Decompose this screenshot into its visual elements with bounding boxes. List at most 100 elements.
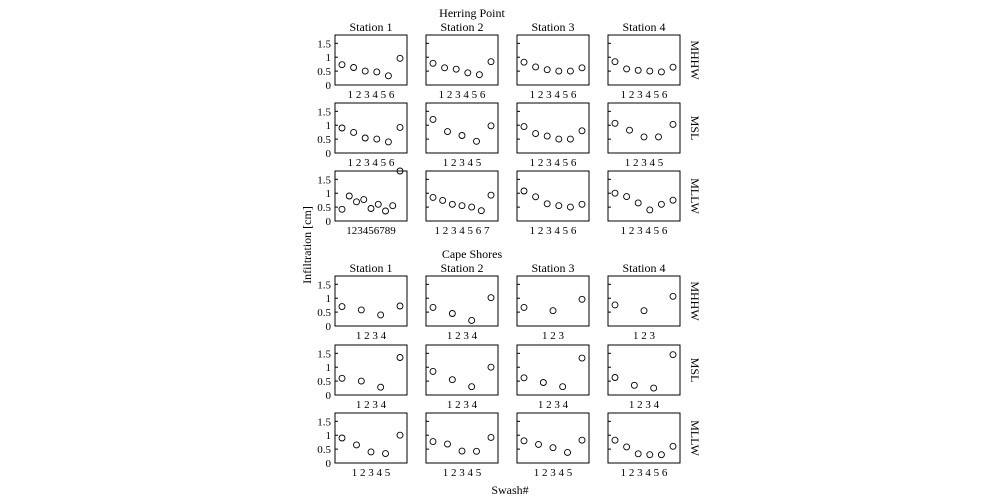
data-point xyxy=(543,132,551,140)
data-point xyxy=(669,63,677,71)
data-point xyxy=(669,442,677,450)
data-point xyxy=(657,68,665,76)
column-title: Station 1 xyxy=(349,261,392,275)
panel-frame xyxy=(334,344,408,396)
data-point xyxy=(477,207,485,215)
data-point xyxy=(578,354,586,362)
data-point xyxy=(468,203,476,211)
data-point xyxy=(566,135,574,143)
x-tick-labels: 1 2 3 4 5 6 xyxy=(530,89,577,101)
data-point xyxy=(634,199,642,207)
column-title: Station 4 xyxy=(622,261,665,275)
panel-groups: Herring Point Station 1 Station 2 Station 3… xyxy=(317,6,702,479)
y-axis-label: Infiltration [cm] xyxy=(300,206,314,284)
data-point xyxy=(367,205,375,212)
data-point xyxy=(367,448,375,456)
data-point xyxy=(458,447,466,455)
data-point xyxy=(520,58,528,66)
y-tick-label: 1.5 xyxy=(317,106,331,118)
panel-frame xyxy=(607,170,681,222)
panel-frame xyxy=(425,412,499,464)
data-point xyxy=(429,367,437,375)
column-title: Station 2 xyxy=(440,261,483,275)
x-tick-labels: 1 2 3 4 5 6 xyxy=(348,89,395,101)
y-tick-label: 0 xyxy=(326,390,332,402)
x-axis-label: Swash# xyxy=(491,483,528,497)
data-point xyxy=(634,66,642,74)
data-point xyxy=(444,440,451,448)
panel: 1 2 3 4 5 6 xyxy=(607,170,681,237)
data-point xyxy=(338,61,346,69)
panel: 1.5 1 0.5 0 1 2 3 4 5 6 xyxy=(317,102,408,169)
data-point xyxy=(458,132,466,139)
panel: 1 2 3 4 5 6 xyxy=(425,34,499,101)
row-label: MLLW xyxy=(688,178,702,214)
data-point xyxy=(350,128,358,136)
data-point xyxy=(396,54,404,62)
y-tick-label: 1 xyxy=(326,188,332,200)
data-point xyxy=(630,381,638,389)
panel-frame xyxy=(334,34,408,86)
panel: 1 2 3 4 xyxy=(425,344,499,411)
y-tick-label: 1 xyxy=(326,293,332,305)
data-point xyxy=(611,301,619,309)
panel-frame xyxy=(607,275,681,327)
data-point xyxy=(353,441,360,449)
data-point xyxy=(396,302,404,310)
y-tick-label: 0 xyxy=(326,148,332,160)
data-point xyxy=(448,376,456,384)
data-point xyxy=(555,135,563,143)
x-tick-labels: 1 2 3 4 5 6 xyxy=(621,225,668,237)
x-tick-labels: 1 2 3 4 5 6 xyxy=(621,89,668,101)
x-tick-labels: 1 2 3 4 5 6 xyxy=(348,157,395,169)
panel-frame xyxy=(516,34,590,86)
data-point xyxy=(374,200,382,208)
figure-section-2: Cape Shores Station 1 Station 2 Station 3 St… xyxy=(317,247,702,479)
data-point xyxy=(441,64,449,72)
data-point xyxy=(669,292,677,300)
panel-frame xyxy=(607,344,681,396)
data-point xyxy=(473,137,480,145)
data-point xyxy=(429,59,437,67)
panel: 1 2 3 4 5 xyxy=(516,412,590,479)
panel-frame xyxy=(516,412,590,464)
panel: 1 2 3 4 5 6 xyxy=(516,170,590,237)
data-point xyxy=(578,64,586,72)
y-tick-label: 1.5 xyxy=(317,416,331,428)
panel-frame xyxy=(425,170,499,222)
data-point xyxy=(578,295,586,303)
panel: 1 2 3 4 xyxy=(516,344,590,411)
data-point xyxy=(473,447,480,455)
data-point xyxy=(396,354,404,361)
data-point xyxy=(458,202,466,210)
data-point xyxy=(549,307,557,315)
x-tick-labels: 1 2 3 4 xyxy=(356,399,387,411)
x-tick-labels: 1 2 3 4 5 6 7 xyxy=(435,225,491,237)
data-point xyxy=(475,71,483,79)
x-tick-labels: 1 2 3 4 xyxy=(447,330,478,342)
data-point xyxy=(487,122,495,130)
panel: 1.5 1 0.5 0 123456789 xyxy=(317,167,408,237)
figure-section-1: Herring Point Station 1 Station 2 Station 3… xyxy=(317,6,702,237)
data-point xyxy=(535,440,542,448)
data-point xyxy=(439,196,447,204)
x-tick-labels: 1 2 3 4 xyxy=(447,399,478,411)
data-point xyxy=(520,437,528,445)
panel: 1 2 3 4 5 xyxy=(425,412,499,479)
panel-frame xyxy=(334,102,408,154)
data-point xyxy=(389,202,397,210)
y-tick-label: 1.5 xyxy=(317,38,331,50)
column-title: Station 2 xyxy=(440,20,483,34)
data-point xyxy=(578,127,586,135)
data-point xyxy=(646,451,654,459)
data-point xyxy=(338,124,346,132)
data-point xyxy=(520,303,528,311)
column-title: Station 3 xyxy=(531,20,574,34)
x-tick-labels: 1 2 3 4 5 xyxy=(443,467,482,479)
row-label: MSL xyxy=(688,358,702,383)
y-tick-label: 1 xyxy=(326,52,332,64)
data-point xyxy=(487,294,495,302)
data-point xyxy=(373,135,381,143)
panel: 1 2 3 4 5 6 xyxy=(607,412,681,479)
